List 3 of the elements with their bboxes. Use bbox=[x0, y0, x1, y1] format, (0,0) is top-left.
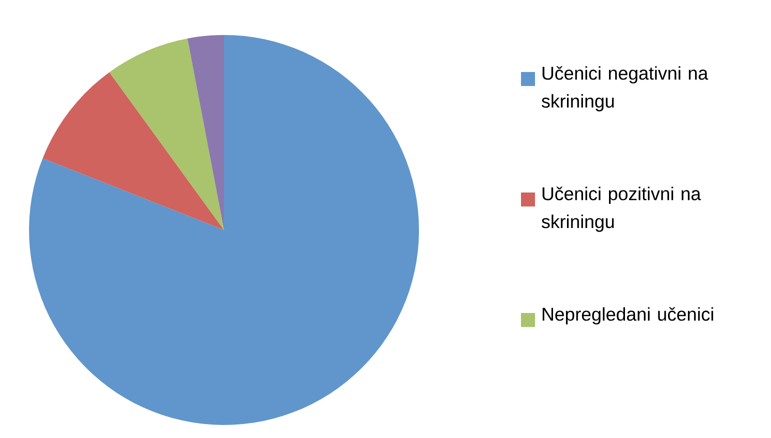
legend-label: Učenici negativni na skriningu bbox=[542, 66, 708, 112]
legend-label: Učenici pozitivni na skriningu bbox=[542, 186, 701, 232]
legend-label: Nepregledani učenici bbox=[542, 307, 714, 324]
